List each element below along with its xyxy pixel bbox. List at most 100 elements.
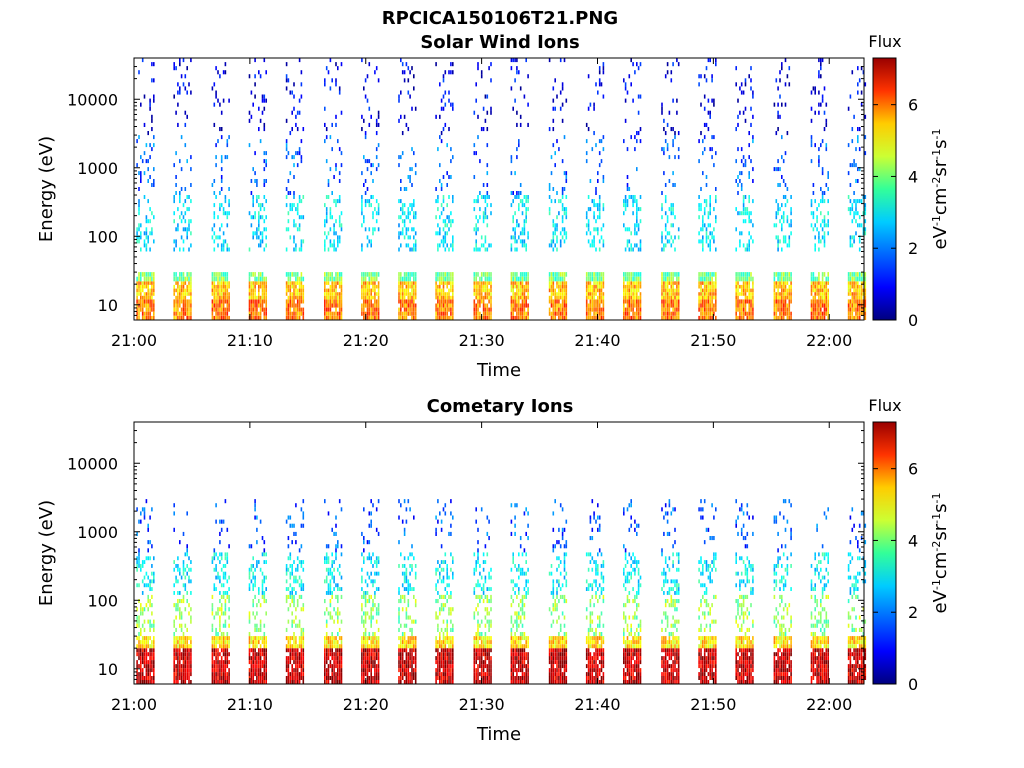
spectrogram-cell [548,58,551,63]
spectrogram-cell [452,155,454,160]
spectrogram-cell [516,292,518,296]
spectrogram-cell [190,199,192,204]
spectrogram-cell [261,288,264,293]
spectrogram-cell [254,594,256,599]
spectrogram-cell [256,672,258,677]
spectrogram-cell [180,235,183,240]
spectrogram-cell [141,652,144,657]
spectrogram-cell [293,660,295,665]
spectrogram-cell [639,62,642,67]
spectrogram-cell [698,276,700,282]
spectrogram-cell [750,78,752,83]
spectrogram-cell [855,295,857,300]
spectrogram-cell [179,159,181,164]
spectrogram-cell [287,179,290,183]
spectrogram-cell [558,199,560,204]
spectrogram-cell [516,70,518,75]
spectrogram-cell [663,243,665,248]
spectrogram-cell [296,299,299,304]
spectrogram-cell [147,303,149,308]
spectrogram-cell [211,86,214,91]
spectrogram-cell [151,507,153,512]
spectrogram-cell [296,307,299,312]
spectrogram-cell [475,295,477,300]
spectrogram-cell [674,311,676,316]
spectrogram-cell [298,284,301,289]
spectrogram-cell [750,272,752,277]
spectrogram-cell [224,599,227,604]
spectrogram-cell [519,183,522,187]
spectrogram-cell [265,288,267,293]
spectrogram-cell [519,288,522,293]
spectrogram-cell [750,276,752,282]
spectrogram-cell [248,583,251,588]
spectrogram-cell [285,227,288,232]
spectrogram-cell [821,58,824,63]
spectrogram-cell [862,272,865,277]
spectrogram-cell [401,151,404,156]
spectrogram-cell [587,195,590,199]
spectrogram-cell [788,235,791,240]
spectrogram-cell [440,292,443,296]
spectrogram-cell [490,281,492,285]
spectrogram-cell [403,70,406,75]
spectrogram-cell [186,511,188,516]
spectrogram-cell [258,627,260,632]
spectrogram-cell [444,276,447,282]
spectrogram-cell [136,556,138,561]
spectrogram-cell [632,62,634,67]
spectrogram-cell [295,207,297,212]
spectrogram-cell [480,243,483,248]
spectrogram-cell [222,243,225,248]
spectrogram-cell [782,307,785,312]
spectrogram-cell [510,159,513,164]
spectrogram-cell [744,195,747,199]
spectrogram-cell [186,656,188,661]
spectrogram-cell [521,239,524,244]
spectrogram-cell [182,284,185,289]
spectrogram-cell [361,292,363,296]
spectrogram-cell [782,284,785,289]
spectrogram-cell [668,292,671,296]
spectrogram-cell [595,203,597,208]
spectrogram-cell [293,656,295,661]
spectrogram-cell [512,307,514,312]
spectrogram-cell [676,288,678,293]
spectrogram-cell [477,307,479,312]
spectrogram-cell [226,288,229,293]
spectrogram-cell [248,292,251,296]
spectrogram-cell [670,235,673,240]
spectrogram-cell [254,656,256,661]
spectrogram-cell [368,281,371,285]
spectrogram-cell [525,311,527,316]
spectrogram-cell [409,295,411,300]
spectrogram-cell [864,315,867,320]
spectrogram-cell [812,303,815,308]
spectrogram-cell [217,607,219,612]
spectrogram-cell [475,281,477,285]
spectrogram-cell [668,288,671,293]
spectrogram-cell [554,315,556,320]
spectrogram-cell [180,640,183,645]
spectrogram-cell [439,303,441,308]
spectrogram-cell [265,159,267,164]
spectrogram-cell [263,575,266,580]
spectrogram-cell [151,307,153,312]
spectrogram-cell [222,284,225,289]
spectrogram-cell [851,311,854,316]
spectrogram-cell [816,288,818,293]
spectrogram-cell [663,247,665,252]
spectrogram-cell [190,607,192,612]
spectrogram-cell [709,292,711,296]
spectrogram-cell [138,632,140,637]
spectrogram-cell [600,311,603,316]
spectrogram-cell [400,295,402,300]
spectrogram-cell [136,139,138,144]
spectrogram-cell [259,307,262,312]
spectrogram-cell [820,281,822,285]
spectrogram-cell [677,272,680,277]
spectrogram-cell [143,94,146,99]
spectrogram-cell [857,66,859,71]
spectrogram-cell [634,135,636,140]
spectrogram-cell [858,303,861,308]
